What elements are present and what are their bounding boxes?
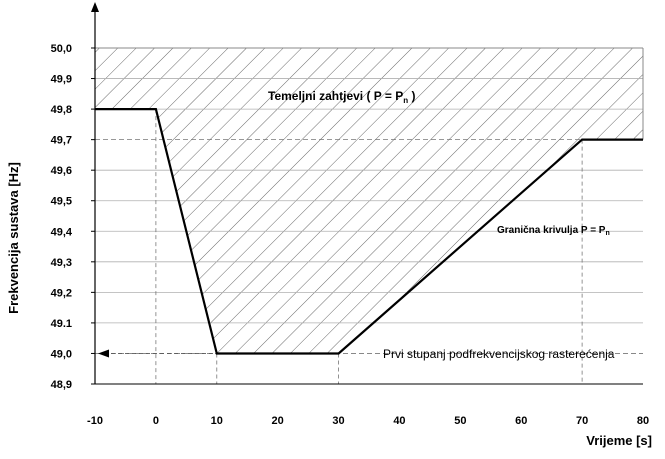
- x-tick-label: 60: [515, 415, 527, 427]
- tick-labels-layer: 48,9 49,0 49.1 49,2 49,3 49,4 49,5 49,6 49,7 49,8…: [51, 43, 650, 427]
- curve-label-sub: n: [605, 230, 609, 237]
- y-tick-label: 49.1: [51, 318, 72, 330]
- y-tick-label: 50,0: [51, 43, 72, 55]
- x-tick-label: 10: [211, 415, 223, 427]
- series-layer: [94, 107, 644, 355]
- y-axis-arrow: [91, 2, 99, 12]
- annotation-layer: Frekvencija sustava [Hz] Vrijeme [s] Tem…: [6, 89, 652, 448]
- curve-label-main: Granična krivulja P = P: [497, 225, 606, 236]
- y-tick-label: 49,3: [51, 257, 72, 269]
- y-tick-label: 49,4: [51, 226, 73, 238]
- x-axis-title: Vrijeme [s]: [586, 433, 652, 448]
- threshold-arrow-head: [98, 349, 109, 358]
- y-tick-label: 49,7: [51, 135, 72, 147]
- x-tick-label: 0: [153, 415, 159, 427]
- curve-label: Granična krivulja P = Pn: [497, 225, 610, 237]
- region-label-sub: n: [403, 96, 408, 105]
- y-tick-label: 49,2: [51, 287, 72, 299]
- y-tick-label: 49,5: [51, 196, 72, 208]
- y-tick-label: 49,8: [51, 104, 72, 116]
- region-label-main: Temeljni zahtjevi ( P = P: [268, 89, 403, 103]
- x-tick-label: 40: [393, 415, 405, 427]
- threshold-label: Prvi stupanj podfrekvencijskog rastereće…: [383, 347, 615, 361]
- y-axis-title: Frekvencija sustava [Hz]: [6, 162, 21, 314]
- axes-layer: [91, 2, 643, 385]
- x-tick-label: 20: [272, 415, 284, 427]
- series-line: [95, 107, 643, 355]
- y-tick-label: 49,9: [51, 74, 72, 86]
- region-label-end: ): [408, 89, 415, 103]
- x-tick-label: 70: [576, 415, 588, 427]
- x-tick-label: 30: [332, 415, 344, 427]
- region-label: Temeljni zahtjevi ( P = Pn ): [268, 89, 416, 105]
- x-tick-label: 50: [454, 415, 466, 427]
- x-tick-label: 80: [637, 415, 649, 427]
- y-tick-label: 49,0: [51, 348, 72, 360]
- y-tick-label: 49,6: [51, 165, 72, 177]
- y-tick-label: 48,9: [51, 379, 72, 391]
- x-tick-label: -10: [87, 415, 103, 427]
- grid-layer: [95, 47, 644, 385]
